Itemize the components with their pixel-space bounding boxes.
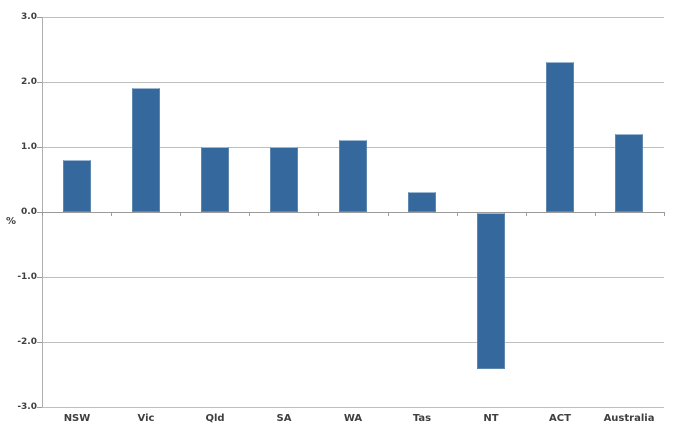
gridline: [42, 407, 664, 408]
x-axis-tick: [249, 212, 251, 216]
x-axis-category-label: SA: [276, 413, 292, 424]
gridline: [42, 277, 664, 278]
y-axis-tick: [37, 82, 42, 83]
bar-Tas: [408, 192, 436, 212]
y-axis-tick: [37, 212, 42, 213]
y-axis-tick: [37, 277, 42, 278]
bar-ACT: [546, 62, 574, 212]
y-axis-tick-label: 0.0: [21, 207, 37, 217]
y-axis-tick-label: -3.0: [17, 402, 37, 412]
x-axis-tick: [387, 212, 389, 216]
bar-NSW: [63, 160, 91, 212]
y-axis-tick: [37, 342, 42, 343]
x-axis-tick: [111, 212, 113, 216]
x-axis-category-label: Qld: [205, 413, 225, 424]
x-axis-tick: [318, 212, 320, 216]
x-axis-category-label: Vic: [137, 413, 155, 424]
x-axis-category-label: NT: [483, 413, 499, 424]
y-axis-tick-label: 2.0: [21, 77, 37, 87]
x-axis-category-label: NSW: [63, 413, 91, 424]
gridline: [42, 342, 664, 343]
y-axis-tick-label: -1.0: [17, 272, 37, 282]
x-axis-tick: [664, 212, 665, 216]
x-axis-tick: [594, 212, 596, 216]
gridline: [42, 17, 664, 18]
y-axis-tick-label: 1.0: [21, 142, 37, 152]
bar-WA: [339, 140, 367, 212]
x-axis-tick: [42, 212, 43, 216]
bar-Vic: [132, 88, 160, 212]
y-axis-title: %: [6, 216, 17, 227]
bar-NT: [477, 213, 505, 369]
y-axis-tick-label: 3.0: [21, 12, 37, 22]
x-axis-category-label: WA: [343, 413, 363, 424]
x-axis-category-label: ACT: [549, 413, 571, 424]
bar-Qld: [201, 147, 229, 212]
y-axis-tick: [37, 407, 42, 408]
x-axis-category-label: Tas: [412, 413, 432, 424]
bar-SA: [270, 147, 298, 212]
x-axis-category-label: Australia: [603, 413, 655, 424]
y-axis-tick-label: -2.0: [17, 337, 37, 347]
plot-area: [37, 17, 665, 408]
x-axis-tick: [525, 212, 527, 216]
gridline: [42, 82, 664, 83]
y-axis-tick: [37, 17, 42, 18]
x-axis-tick: [456, 212, 458, 216]
x-axis-tick: [180, 212, 182, 216]
y-axis-tick: [37, 147, 42, 148]
bar-Australia: [615, 134, 643, 212]
x-axis-zero-line: [42, 212, 664, 213]
